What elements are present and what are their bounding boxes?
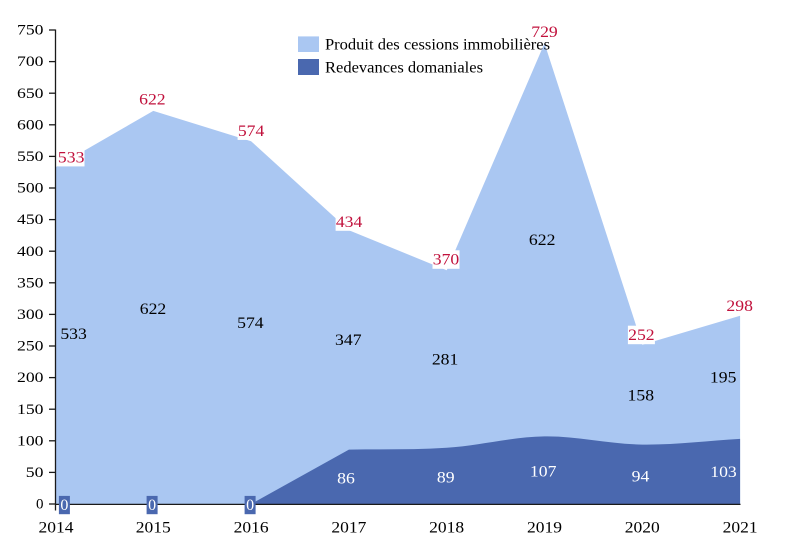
svg-text:2018: 2018 bbox=[429, 520, 464, 537]
svg-text:347: 347 bbox=[335, 332, 362, 349]
svg-text:600: 600 bbox=[17, 117, 44, 133]
svg-text:350: 350 bbox=[17, 275, 44, 291]
svg-text:250: 250 bbox=[17, 339, 44, 355]
svg-text:2021: 2021 bbox=[723, 520, 758, 537]
svg-text:0: 0 bbox=[148, 497, 156, 514]
svg-text:2017: 2017 bbox=[331, 520, 366, 537]
svg-text:622: 622 bbox=[139, 92, 166, 109]
svg-text:574: 574 bbox=[237, 315, 264, 332]
svg-text:200: 200 bbox=[17, 370, 44, 386]
svg-text:300: 300 bbox=[17, 307, 44, 323]
svg-text:298: 298 bbox=[726, 298, 753, 315]
svg-text:750: 750 bbox=[17, 23, 44, 39]
svg-text:Produit des cessions immobiliè: Produit des cessions immobilières bbox=[325, 37, 550, 54]
svg-text:550: 550 bbox=[17, 149, 44, 165]
svg-text:500: 500 bbox=[17, 181, 44, 197]
svg-text:400: 400 bbox=[17, 244, 44, 260]
svg-text:2019: 2019 bbox=[527, 520, 562, 537]
svg-text:150: 150 bbox=[17, 402, 44, 418]
svg-text:622: 622 bbox=[140, 301, 167, 318]
svg-text:2016: 2016 bbox=[234, 520, 269, 537]
svg-text:281: 281 bbox=[432, 352, 459, 369]
svg-text:2014: 2014 bbox=[39, 520, 74, 537]
svg-text:533: 533 bbox=[58, 149, 85, 166]
svg-text:622: 622 bbox=[529, 232, 556, 249]
svg-text:195: 195 bbox=[710, 370, 737, 387]
svg-text:252: 252 bbox=[628, 327, 655, 344]
svg-text:50: 50 bbox=[26, 465, 44, 481]
svg-text:533: 533 bbox=[60, 326, 87, 343]
svg-text:574: 574 bbox=[238, 123, 265, 140]
svg-text:729: 729 bbox=[531, 24, 558, 41]
svg-text:158: 158 bbox=[628, 388, 655, 405]
svg-text:2015: 2015 bbox=[136, 520, 171, 537]
svg-text:Redevances domaniales: Redevances domaniales bbox=[325, 59, 483, 76]
svg-text:2020: 2020 bbox=[625, 520, 660, 537]
svg-text:100: 100 bbox=[17, 433, 44, 449]
svg-text:370: 370 bbox=[433, 252, 460, 269]
svg-text:650: 650 bbox=[17, 86, 44, 102]
svg-text:107: 107 bbox=[530, 464, 557, 481]
svg-text:0: 0 bbox=[246, 497, 254, 514]
svg-text:0: 0 bbox=[60, 497, 68, 514]
svg-text:89: 89 bbox=[437, 470, 455, 487]
svg-text:94: 94 bbox=[632, 469, 650, 486]
svg-text:434: 434 bbox=[336, 214, 363, 231]
svg-text:0: 0 bbox=[36, 497, 44, 513]
svg-text:450: 450 bbox=[17, 212, 44, 228]
svg-text:103: 103 bbox=[710, 464, 737, 481]
svg-text:86: 86 bbox=[337, 471, 355, 488]
svg-text:700: 700 bbox=[17, 54, 44, 70]
